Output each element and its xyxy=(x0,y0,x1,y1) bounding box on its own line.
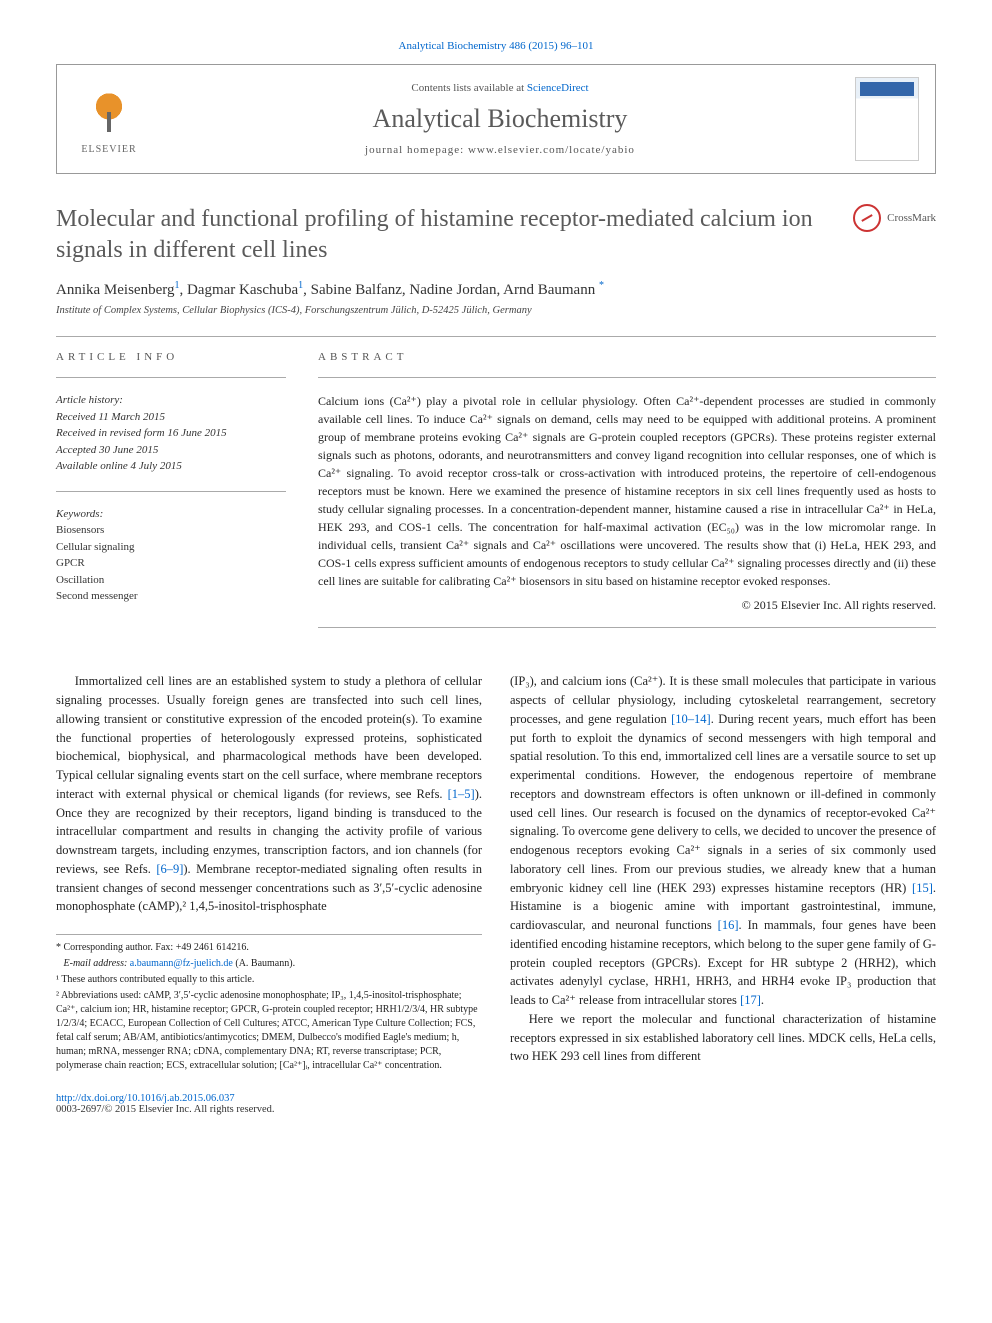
journal-reference: Analytical Biochemistry 486 (2015) 96–10… xyxy=(56,40,936,52)
keyword: Oscillation xyxy=(56,572,286,589)
history-item: Received 11 March 2015 xyxy=(56,409,286,426)
history-label: Article history: xyxy=(56,392,286,409)
article-title: Molecular and functional profiling of hi… xyxy=(56,204,853,266)
author: Dagmar Kaschuba1 xyxy=(187,282,303,298)
body-paragraph: (IP₃), and calcium ions (Ca²⁺). It is th… xyxy=(510,672,936,1010)
homepage-label: journal homepage: xyxy=(365,144,468,156)
journal-homepage: journal homepage: www.elsevier.com/locat… xyxy=(161,144,839,156)
body-paragraph: Here we report the molecular and functio… xyxy=(510,1010,936,1066)
crossmark-label: CrossMark xyxy=(887,212,936,224)
history-item: Available online 4 July 2015 xyxy=(56,458,286,475)
journal-cover-thumbnail xyxy=(855,77,919,161)
doi-link[interactable]: http://dx.doi.org/10.1016/j.ab.2015.06.0… xyxy=(56,1093,235,1104)
ref-link[interactable]: [6–9] xyxy=(156,862,183,876)
journal-name: Analytical Biochemistry xyxy=(161,104,839,134)
email-link[interactable]: a.baumann@fz-juelich.de xyxy=(130,958,233,969)
abstract-text: Calcium ions (Ca²⁺) play a pivotal role … xyxy=(318,392,936,590)
corresponding-note: * Corresponding author. Fax: +49 2461 61… xyxy=(56,941,482,955)
author: Sabine Balfanz xyxy=(311,282,402,298)
elsevier-logo: ELSEVIER xyxy=(73,79,145,159)
article-info-panel: ARTICLE INFO Article history: Received 1… xyxy=(56,351,286,642)
crossmark-badge[interactable]: CrossMark xyxy=(853,204,936,232)
journal-header: ELSEVIER Contents lists available at Sci… xyxy=(56,64,936,174)
column-left: Immortalized cell lines are an establish… xyxy=(56,672,482,1075)
body-text: Immortalized cell lines are an establish… xyxy=(56,672,936,1075)
email-note: E-mail address: a.baumann@fz-juelich.de … xyxy=(56,957,482,971)
contents-available: Contents lists available at ScienceDirec… xyxy=(161,82,839,94)
affiliation: Institute of Complex Systems, Cellular B… xyxy=(56,305,936,316)
contents-prefix: Contents lists available at xyxy=(411,82,526,94)
keyword: Biosensors xyxy=(56,522,286,539)
article-info-label: ARTICLE INFO xyxy=(56,351,286,363)
corresponding-author-link[interactable]: * xyxy=(599,280,604,291)
ref-link[interactable]: [16] xyxy=(718,918,739,932)
abstract-label: ABSTRACT xyxy=(318,351,936,363)
divider xyxy=(56,377,286,378)
author: Arnd Baumann * xyxy=(503,282,604,298)
history-item: Accepted 30 June 2015 xyxy=(56,442,286,459)
keyword: Cellular signaling xyxy=(56,539,286,556)
ref-link[interactable]: [1–5] xyxy=(448,787,475,801)
column-right: (IP₃), and calcium ions (Ca²⁺). It is th… xyxy=(510,672,936,1075)
divider xyxy=(56,491,286,492)
keyword: GPCR xyxy=(56,555,286,572)
keyword: Second messenger xyxy=(56,588,286,605)
page-footer: http://dx.doi.org/10.1016/j.ab.2015.06.0… xyxy=(56,1093,936,1115)
journal-ref-link[interactable]: Analytical Biochemistry 486 (2015) 96–10… xyxy=(399,40,594,52)
abstract-copyright: © 2015 Elsevier Inc. All rights reserved… xyxy=(318,598,936,613)
elsevier-tree-icon xyxy=(81,84,137,140)
sciencedirect-link[interactable]: ScienceDirect xyxy=(527,82,589,94)
ref-link[interactable]: [15] xyxy=(912,881,933,895)
homepage-url[interactable]: www.elsevier.com/locate/yabio xyxy=(468,144,635,156)
crossmark-icon xyxy=(853,204,881,232)
body-paragraph: Immortalized cell lines are an establish… xyxy=(56,672,482,916)
divider xyxy=(318,377,936,378)
divider xyxy=(56,336,936,337)
author: Nadine Jordan xyxy=(409,282,496,298)
divider xyxy=(318,627,936,628)
author: Annika Meisenberg1 xyxy=(56,282,179,298)
contrib-note: ¹ These authors contributed equally to t… xyxy=(56,973,482,987)
history-item: Received in revised form 16 June 2015 xyxy=(56,425,286,442)
abstract-panel: ABSTRACT Calcium ions (Ca²⁺) play a pivo… xyxy=(318,351,936,642)
issn-copyright: 0003-2697/© 2015 Elsevier Inc. All right… xyxy=(56,1104,275,1115)
keywords-label: Keywords: xyxy=(56,506,286,523)
abbrev-note: ² Abbreviations used: cAMP, 3′,5′-cyclic… xyxy=(56,989,482,1073)
ref-link[interactable]: [17] xyxy=(740,993,761,1007)
elsevier-label: ELSEVIER xyxy=(81,144,136,155)
ref-link[interactable]: [10–14] xyxy=(671,712,711,726)
footnotes: * Corresponding author. Fax: +49 2461 61… xyxy=(56,934,482,1073)
author-list: Annika Meisenberg1, Dagmar Kaschuba1, Sa… xyxy=(56,280,936,299)
